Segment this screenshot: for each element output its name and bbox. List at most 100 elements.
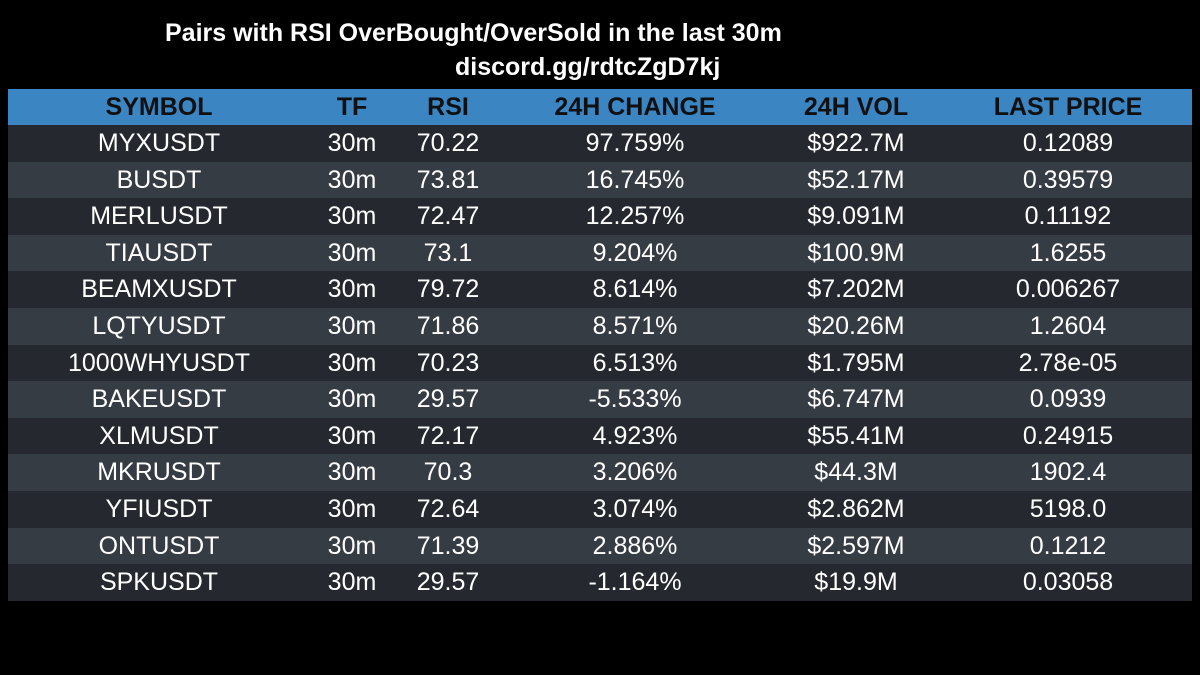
cell-tf: 30m [327,275,377,304]
cell-24h-vol: $44.3M [814,458,898,487]
cell-symbol: MYXUSDT [97,129,221,157]
cell-24h-vol: $9.091M [807,202,905,231]
cell-last-price: 0.11192 [1024,202,1112,231]
cell-tf: 30m [327,385,377,414]
cell-last-price: 0.006267 [1015,275,1121,304]
cell-24h-change: 3.206% [592,458,678,487]
cell-symbol: 1000WHYUSDT [68,348,250,377]
cell-24h-vol: $922.7M [807,129,905,157]
cell-symbol: BAKEUSDT [91,385,227,414]
cell-24h-change: 3.074% [592,494,678,523]
cell-24h-change: 8.571% [592,311,678,340]
cell-rsi: 73.1 [423,238,473,267]
column-header-last-price: LAST PRICE [993,93,1143,121]
cell-tf: 30m [327,202,377,231]
cell-tf: 30m [327,531,377,560]
cell-symbol: XLMUSDT [99,421,219,450]
table-row: 1000WHYUSDT 30m 70.23 6.513% $1.795M 2.78e-05 [8,344,1192,382]
cell-rsi: 70.3 [423,458,473,487]
cell-rsi: 71.86 [416,311,480,340]
cell-rsi: 70.23 [416,348,480,377]
cell-symbol: BEAMXUSDT [81,275,237,304]
table-row: XLMUSDT 30m 72.17 4.923% $55.41M 0.24915 [8,417,1192,455]
cell-24h-vol: $20.26M [807,311,905,340]
cell-24h-vol: $2.597M [807,531,905,560]
column-header-24h-change: 24H CHANGE [554,93,716,121]
cell-last-price: 1.2604 [1029,311,1107,340]
table-row: BUSDT 30m 73.81 16.745% $52.17M 0.39579 [8,161,1192,199]
cell-last-price: 5198.0 [1029,494,1107,523]
table-row: TIAUSDT 30m 73.1 9.204% $100.9M 1.6255 [8,234,1192,272]
table-row: LQTYUSDT 30m 71.86 8.571% $20.26M 1.2604 [8,307,1192,345]
cell-24h-change: 2.886% [592,531,678,560]
table-row: YFIUSDT 30m 72.64 3.074% $2.862M 5198.0 [8,490,1192,528]
cell-tf: 30m [327,238,377,267]
cell-symbol: MKRUSDT [97,458,221,487]
cell-rsi: 79.72 [416,275,480,304]
cell-symbol: ONTUSDT [98,531,220,560]
cell-24h-vol: $1.795M [807,348,905,377]
cell-symbol: YFIUSDT [105,494,213,523]
discord-link-text: discord.gg/rdtcZgD7kj [455,53,721,81]
cell-rsi: 72.64 [416,494,480,523]
cell-last-price: 1.6255 [1029,238,1107,267]
cell-last-price: 0.12089 [1022,129,1114,157]
cell-24h-vol: $100.9M [807,238,905,267]
column-header-symbol: SYMBOL [105,93,213,121]
table-row: MYXUSDT 30m 70.22 97.759% $922.7M 0.12089 [8,125,1192,162]
table-header-row: SYMBOL TF RSI 24H CHANGE 24H VOL LAST PR… [8,89,1192,125]
cell-24h-change: 12.257% [585,202,685,231]
cell-rsi: 29.57 [416,568,480,597]
table-row: ONTUSDT 30m 71.39 2.886% $2.597M 0.1212 [8,527,1192,565]
cell-last-price: 0.0939 [1029,385,1107,414]
cell-symbol: MERLUSDT [90,202,228,231]
cell-rsi: 72.47 [416,202,480,231]
table-row: MERLUSDT 30m 72.47 12.257% $9.091M 0.11192 [8,198,1192,235]
cell-rsi: 73.81 [416,165,480,194]
cell-24h-change: 16.745% [585,165,685,194]
cell-24h-change: 4.923% [592,421,678,450]
cell-tf: 30m [327,348,377,377]
cell-symbol: TIAUSDT [105,238,213,267]
cell-24h-vol: $55.41M [807,421,905,450]
cell-rsi: 29.57 [416,385,480,414]
cell-rsi: 72.17 [416,421,480,450]
cell-24h-vol: $2.862M [807,494,905,523]
column-header-24h-vol: 24H VOL [803,93,909,121]
column-header-tf: TF [336,93,368,121]
cell-rsi: 70.22 [416,129,480,157]
table-row: BEAMXUSDT 30m 79.72 8.614% $7.202M 0.006267 [8,271,1192,308]
cell-symbol: SPKUSDT [99,568,219,597]
cell-last-price: 0.03058 [1022,568,1114,597]
cell-tf: 30m [327,494,377,523]
cell-24h-vol: $52.17M [807,165,905,194]
cell-last-price: 1902.4 [1029,458,1107,487]
cell-24h-change: -5.533% [588,385,682,414]
table-row: BAKEUSDT 30m 29.57 -5.533% $6.747M 0.0939 [8,381,1192,418]
cell-tf: 30m [327,311,377,340]
column-header-rsi: RSI [427,93,469,121]
cell-rsi: 71.39 [416,531,480,560]
cell-24h-change: 9.204% [592,238,678,267]
cell-last-price: 0.24915 [1022,421,1114,450]
cell-tf: 30m [327,421,377,450]
cell-24h-vol: $19.9M [814,568,898,597]
cell-24h-change: 97.759% [585,129,685,157]
cell-last-price: 0.39579 [1022,165,1114,194]
cell-24h-change: 6.513% [592,348,678,377]
cell-tf: 30m [327,165,377,194]
cell-symbol: LQTYUSDT [92,311,226,340]
cell-24h-change: 8.614% [592,275,678,304]
cell-tf: 30m [327,458,377,487]
cell-24h-vol: $7.202M [807,275,905,304]
cell-24h-change: -1.164% [588,568,682,597]
cell-symbol: BUSDT [116,165,202,194]
cell-last-price: 0.1212 [1029,531,1107,560]
rsi-table: SYMBOL TF RSI 24H CHANGE 24H VOL LAST PR… [8,89,1192,601]
table-row: MKRUSDT 30m 70.3 3.206% $44.3M 1902.4 [8,454,1192,491]
cell-tf: 30m [327,129,377,157]
cell-tf: 30m [327,568,377,597]
cell-last-price: 2.78e-05 [1018,348,1118,377]
table-row: SPKUSDT 30m 29.57 -1.164% $19.9M 0.03058 [8,564,1192,601]
cell-24h-vol: $6.747M [807,385,905,414]
